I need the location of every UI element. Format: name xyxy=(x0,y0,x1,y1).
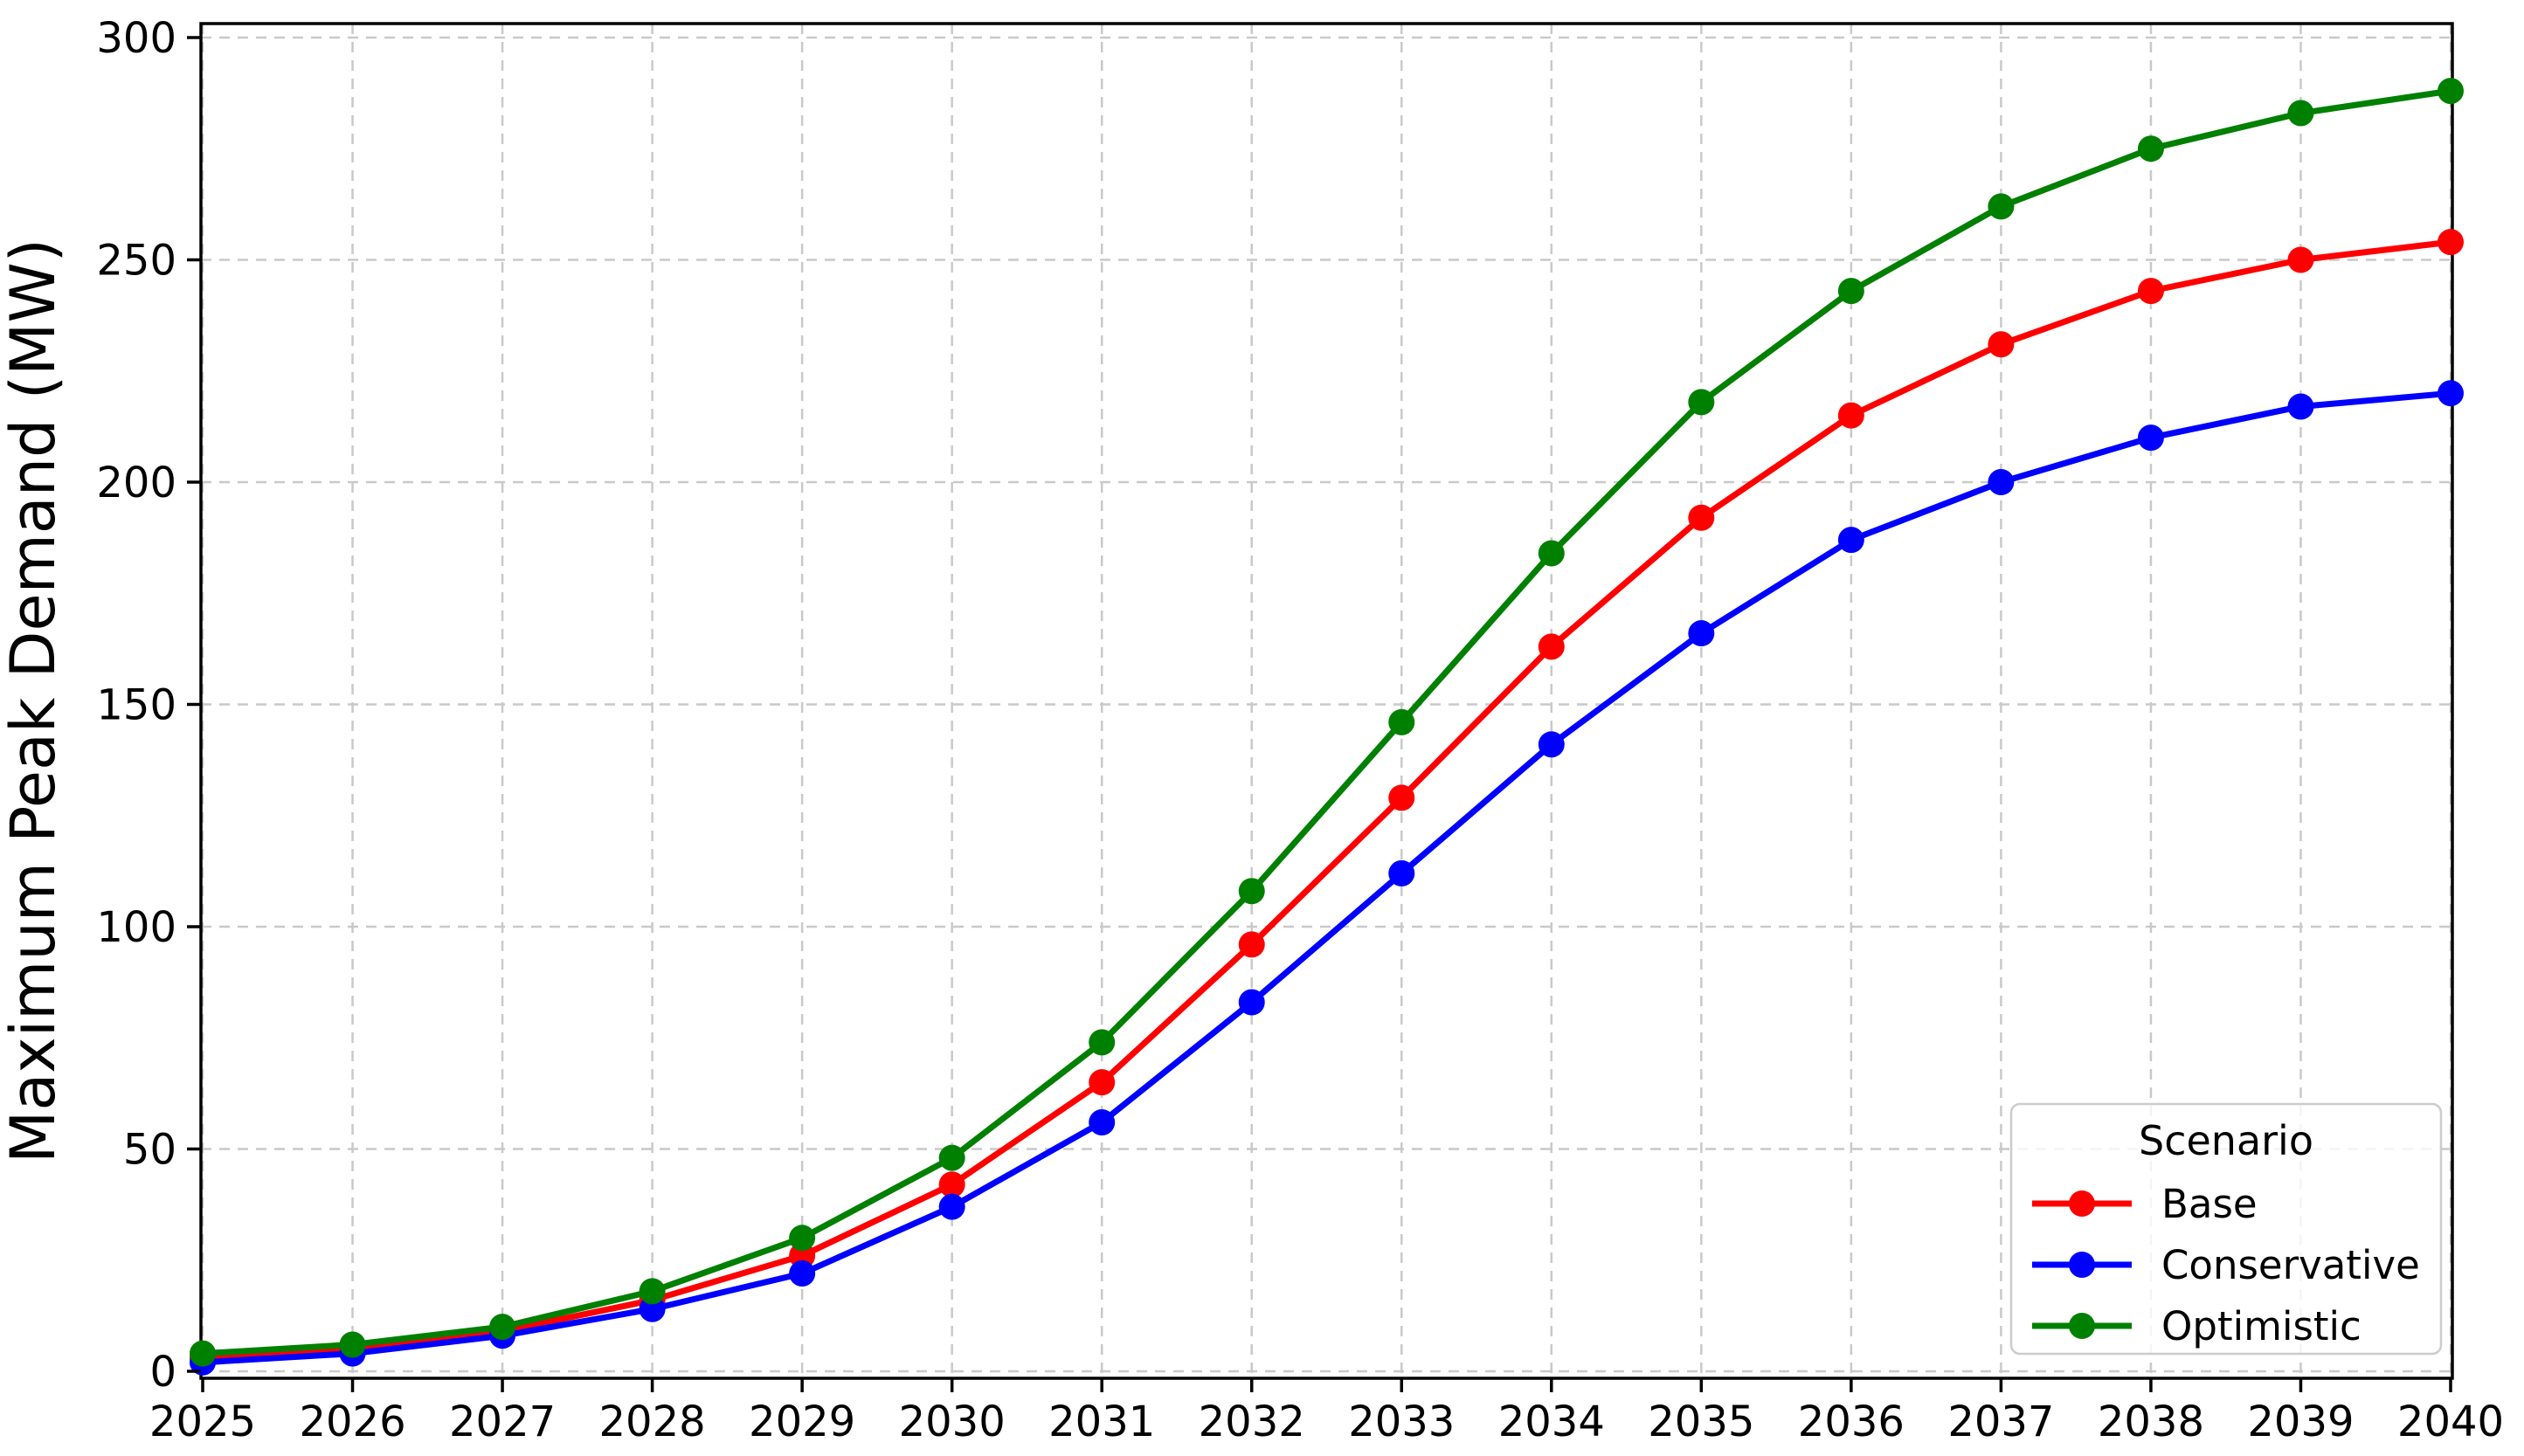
y-tick-label: 150 xyxy=(96,681,176,730)
axis-ticks xyxy=(187,36,2452,1392)
data-point-marker xyxy=(1988,193,2015,220)
data-point-marker xyxy=(339,1331,366,1358)
data-point-marker xyxy=(1388,784,1415,811)
legend-entry-base: Base xyxy=(2032,1181,2258,1227)
data-point-marker xyxy=(1988,469,2015,495)
data-point-marker xyxy=(489,1314,516,1341)
x-tick-label: 2028 xyxy=(599,1397,706,1446)
data-point-marker xyxy=(2287,100,2314,127)
data-point-marker xyxy=(2287,246,2314,273)
data-point-marker xyxy=(1837,278,1864,305)
data-point-marker xyxy=(1988,331,2015,358)
legend-box xyxy=(2009,1102,2443,1356)
legend-entry-conservative: Conservative xyxy=(2032,1242,2420,1288)
data-point-marker xyxy=(2137,135,2164,162)
data-point-marker xyxy=(2438,78,2464,105)
legend-sample-marker xyxy=(2069,1252,2095,1278)
data-point-marker xyxy=(1688,504,1715,531)
data-point-marker xyxy=(2137,424,2164,452)
data-point-marker xyxy=(1688,620,1715,647)
x-tick-label: 2039 xyxy=(2247,1397,2354,1446)
x-tick-label: 2037 xyxy=(1947,1397,2054,1446)
legend-entry-label: Optimistic xyxy=(2161,1303,2361,1349)
x-tick-label: 2038 xyxy=(2098,1397,2204,1446)
series-conservative xyxy=(190,380,2464,1376)
legend-entry-label: Base xyxy=(2161,1181,2258,1227)
data-point-marker xyxy=(1238,989,1265,1016)
data-point-marker xyxy=(938,1193,965,1220)
y-tick-label: 300 xyxy=(96,14,176,63)
data-point-marker xyxy=(1837,527,1864,554)
legend-sample-marker xyxy=(2069,1313,2095,1339)
data-point-marker xyxy=(1538,540,1565,567)
x-tick-label: 2034 xyxy=(1498,1397,1605,1446)
x-tick-label: 2040 xyxy=(2397,1397,2504,1446)
x-tick-label: 2026 xyxy=(299,1397,405,1446)
x-tick-label: 2033 xyxy=(1348,1397,1455,1446)
data-point-marker xyxy=(1688,389,1715,416)
data-point-marker xyxy=(1238,931,1265,958)
legend-entry-label: Conservative xyxy=(2161,1242,2420,1288)
y-tick-label: 50 xyxy=(123,1126,176,1175)
series-optimistic xyxy=(190,78,2464,1367)
data-point-marker xyxy=(190,1340,216,1367)
data-point-marker xyxy=(1388,708,1415,735)
plot-frame xyxy=(199,22,2454,1380)
data-point-marker xyxy=(2438,229,2464,256)
data-point-marker xyxy=(2137,278,2164,305)
series-line-optimistic xyxy=(202,87,2451,1357)
legend-sample-marker xyxy=(2069,1190,2095,1217)
data-point-marker xyxy=(789,1260,816,1287)
series-line-base xyxy=(202,238,2451,1362)
x-tick-label: 2032 xyxy=(1199,1397,1305,1446)
data-point-marker xyxy=(938,1144,965,1171)
legend: Scenario Base Conservative Optimistic xyxy=(2009,1102,2443,1356)
data-point-marker xyxy=(789,1225,816,1252)
data-point-marker xyxy=(1089,1069,1116,1096)
data-point-marker xyxy=(1388,859,1415,887)
legend-title: Scenario xyxy=(2139,1117,2313,1164)
x-tick-label: 2027 xyxy=(449,1397,556,1446)
data-point-marker xyxy=(639,1278,666,1305)
data-point-marker xyxy=(2287,393,2314,420)
x-tick-label: 2031 xyxy=(1048,1397,1155,1446)
x-tick-label: 2035 xyxy=(1648,1397,1754,1446)
y-tick-label: 200 xyxy=(96,459,176,507)
legend-entry-optimistic: Optimistic xyxy=(2032,1303,2361,1349)
y-tick-label: 0 xyxy=(149,1348,176,1397)
data-point-marker xyxy=(1089,1108,1116,1135)
x-tick-label: 2036 xyxy=(1798,1397,1905,1446)
x-tick-label: 2029 xyxy=(749,1397,855,1446)
data-point-marker xyxy=(2438,380,2464,407)
data-point-marker xyxy=(1238,878,1265,905)
data-point-marker xyxy=(1089,1029,1116,1056)
y-axis-label: Maximum Peak Demand (MW) xyxy=(0,238,69,1163)
x-tick-label: 2025 xyxy=(149,1397,256,1446)
x-tick-label: 2030 xyxy=(899,1397,1006,1446)
y-tick-label: 250 xyxy=(96,237,176,286)
data-point-marker xyxy=(938,1171,965,1198)
y-tick-label: 100 xyxy=(96,903,176,952)
series-line-conservative xyxy=(202,390,2451,1366)
data-point-marker xyxy=(1538,633,1565,660)
data-point-marker xyxy=(1538,731,1565,758)
data-point-marker xyxy=(1837,402,1864,429)
